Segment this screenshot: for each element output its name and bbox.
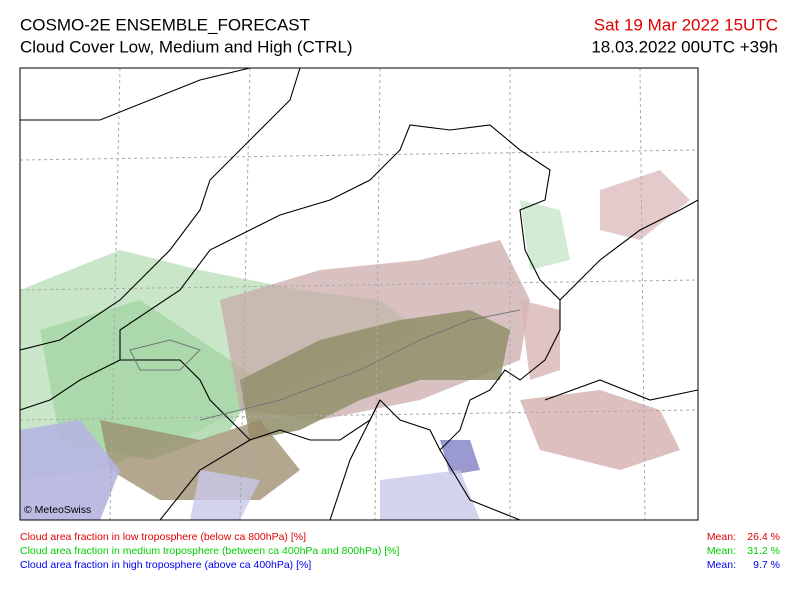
mean-label: Mean: [707, 545, 736, 557]
map-frame [19, 67, 699, 521]
legend: Cloud area fraction in low troposphere (… [20, 531, 780, 571]
mean-value: 31.2 % [747, 545, 780, 557]
legend-label: Cloud area fraction in low troposphere (… [20, 531, 306, 543]
legend-label: Cloud area fraction in high troposphere … [20, 559, 311, 571]
rivers [129, 309, 521, 421]
legend-label: Cloud area fraction in medium tropospher… [20, 545, 399, 557]
run-time: 18.03.2022 00UTC +39h [591, 37, 778, 56]
map-credit: © MeteoSwiss [24, 504, 91, 516]
valid-time: Sat 19 Mar 2022 15UTC [594, 15, 778, 34]
graticule [20, 68, 698, 520]
title: COSMO-2E ENSEMBLE_FORECAST [20, 15, 310, 34]
mean-label: Mean: [707, 531, 736, 543]
mean-value: 9.7 % [753, 559, 780, 571]
subtitle: Cloud Cover Low, Medium and High (CTRL) [20, 37, 353, 56]
mean-value: 26.4 % [747, 531, 780, 543]
cloud-fields [20, 170, 690, 520]
map: © MeteoSwiss [19, 67, 699, 521]
borders [20, 68, 698, 520]
mean-label: Mean: [707, 559, 736, 571]
